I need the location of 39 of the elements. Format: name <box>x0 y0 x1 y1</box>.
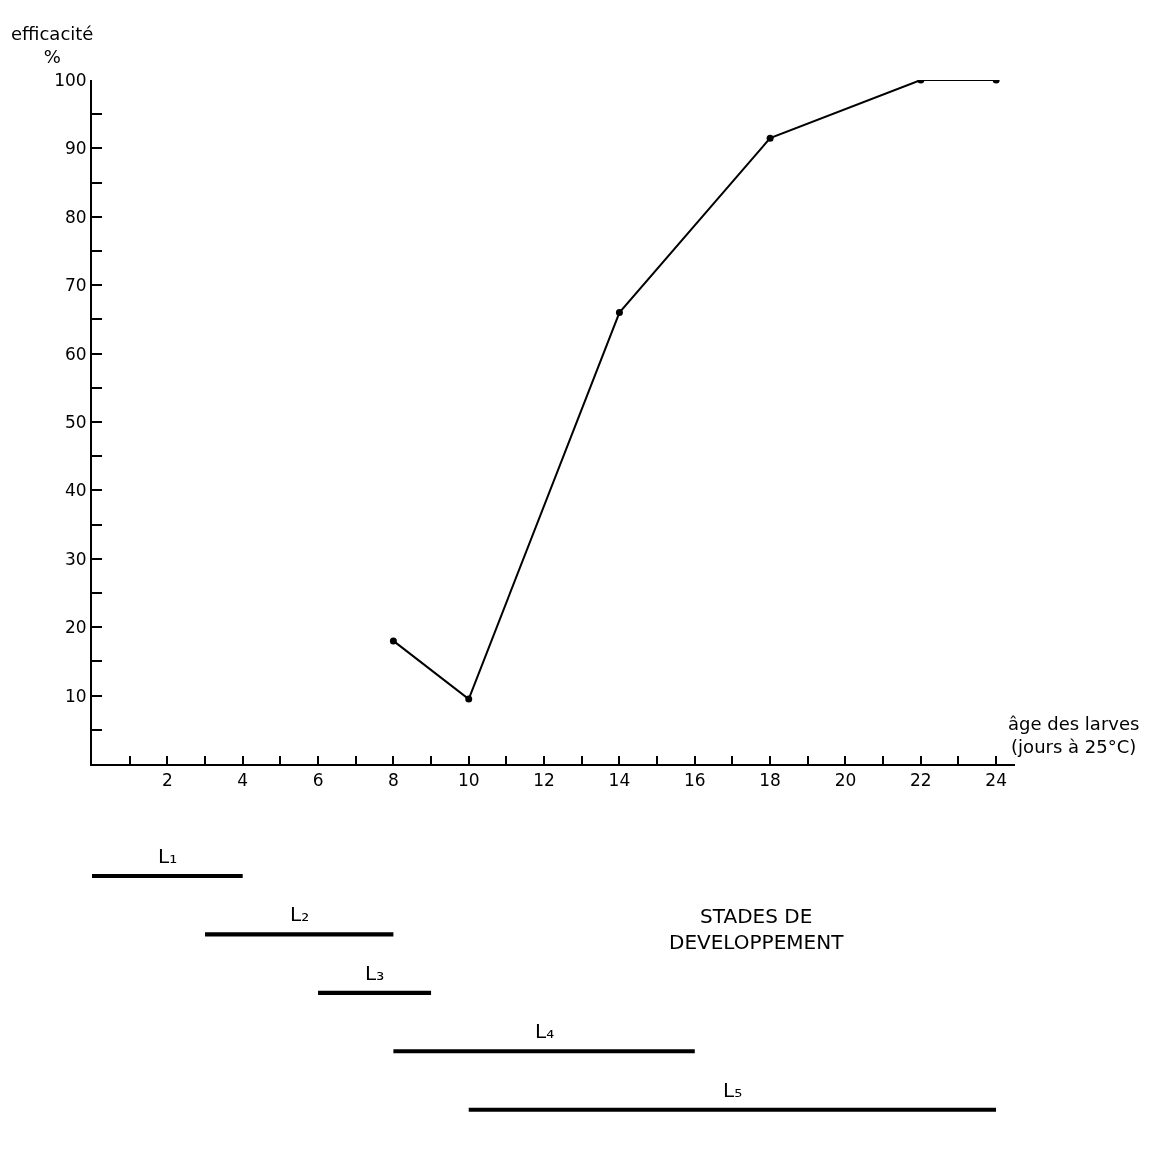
y-tick-label: 10 <box>64 685 87 706</box>
y-tick-label: 100 <box>54 69 87 90</box>
point <box>615 309 623 317</box>
bar <box>205 932 394 937</box>
point <box>766 134 774 142</box>
x-tick-label: 4 <box>237 770 249 791</box>
x-axis-title: âge des larves (jours à 25°C) <box>1008 713 1140 758</box>
x-tick-label: 6 <box>312 770 324 791</box>
x-tick-label: 16 <box>683 770 706 791</box>
y-tick-label: 30 <box>64 548 87 569</box>
x-tick-label: 22 <box>910 770 932 791</box>
x-tick-label: 24 <box>985 770 1007 791</box>
x-tick-label: 10 <box>457 770 480 791</box>
y-tick-label: L₃ <box>365 961 385 985</box>
bar <box>393 1049 695 1054</box>
y-tick-label: 90 <box>64 138 87 159</box>
annotation: STADES DE DEVELOPPEMENT <box>669 904 845 954</box>
y-axis-title: efficacité % <box>11 23 94 68</box>
x-tick-label: 8 <box>387 770 399 791</box>
x-tick-label: 18 <box>759 770 781 791</box>
x-tick-label: 20 <box>834 770 857 791</box>
y-tick-label: L₁ <box>158 844 178 868</box>
y-tick-label: L₂ <box>290 902 310 926</box>
bar <box>92 873 243 878</box>
y-tick-label: 70 <box>64 275 87 296</box>
y-tick-label: 40 <box>64 480 87 501</box>
bar <box>468 1107 997 1112</box>
point <box>389 637 397 645</box>
y-tick-label: L₅ <box>723 1078 743 1102</box>
y-tick-label: L₄ <box>535 1019 555 1043</box>
y-tick-label: 50 <box>64 411 87 432</box>
point <box>465 695 473 703</box>
y-tick-label: 80 <box>64 206 87 227</box>
y-tick-label: 20 <box>64 617 87 638</box>
x-tick-label: 2 <box>161 770 173 791</box>
x-tick-label: 14 <box>608 770 631 791</box>
y-tick-label: 60 <box>64 343 87 364</box>
x-tick-label: 12 <box>533 770 555 791</box>
bar <box>318 990 432 995</box>
